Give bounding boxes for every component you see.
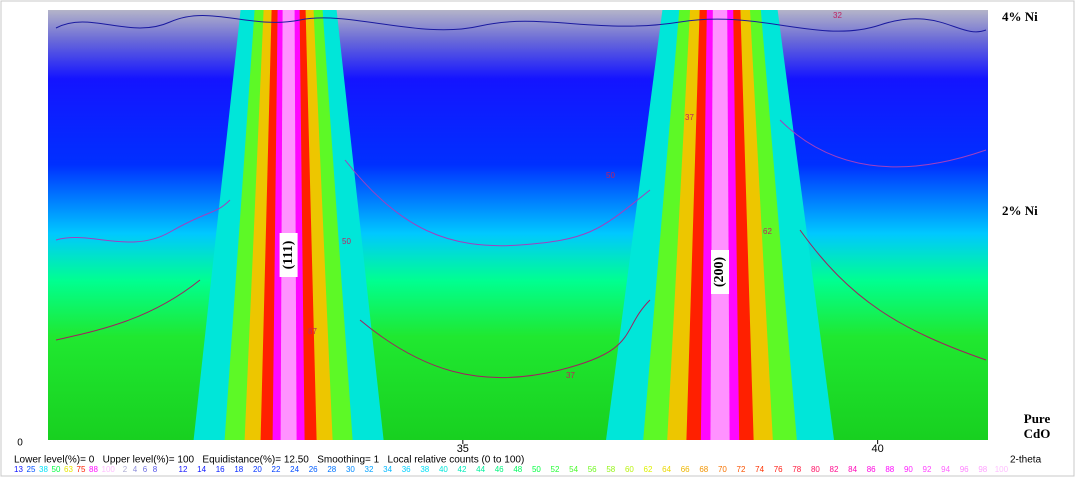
contour-level: 25 [27, 465, 36, 474]
scale-value: 24 [290, 465, 299, 474]
peak-label-box [711, 250, 730, 294]
scale-value: 40 [439, 465, 448, 474]
scale-value: 46 [495, 465, 504, 474]
scale-value: 36 [402, 465, 411, 474]
peak-band [710, 10, 730, 440]
scale-value: 74 [755, 465, 764, 474]
heatmap-background [48, 10, 988, 440]
scale-value: 18 [234, 465, 243, 474]
scale-value: 90 [904, 465, 913, 474]
scale-value: 52 [551, 465, 560, 474]
scale-value: 86 [867, 465, 876, 474]
row-label: 2% Ni [1002, 203, 1038, 218]
contour-level: 13 [14, 465, 23, 474]
scale-value: 32 [365, 465, 374, 474]
scale-value: 60 [625, 465, 634, 474]
contour-label: 87 [308, 327, 317, 336]
scale-value: 30 [346, 465, 355, 474]
peak-band [280, 10, 297, 440]
peak-label: (200) [712, 257, 727, 288]
scale-value: 4 [133, 465, 138, 474]
y-origin-label: 0 [17, 438, 23, 449]
scale-value: 68 [699, 465, 708, 474]
scale-value: 26 [309, 465, 318, 474]
scale-value: 8 [153, 465, 158, 474]
scale-value: 54 [569, 465, 578, 474]
scale-value: 82 [830, 465, 839, 474]
contour-level: 88 [89, 465, 98, 474]
contour-level: 75 [77, 465, 86, 474]
scale-value: 76 [774, 465, 783, 474]
scale-value: 98 [978, 465, 987, 474]
x-axis-label: 2-theta [1010, 455, 1042, 466]
scale-value: 50 [532, 465, 541, 474]
scale-value: 16 [216, 465, 225, 474]
scale-value: 14 [197, 465, 206, 474]
contour-level: 38 [39, 465, 48, 474]
row-label: 4% Ni [1002, 9, 1038, 24]
scale-value: 34 [383, 465, 392, 474]
x-tick-label: 40 [872, 443, 884, 455]
scale-value: 58 [606, 465, 615, 474]
scale-value: 42 [458, 465, 467, 474]
scale-value: 84 [848, 465, 857, 474]
contour-level: 50 [52, 465, 61, 474]
contour-label: 32 [833, 11, 842, 20]
scale-value: 28 [327, 465, 336, 474]
contour-line [55, 15, 987, 33]
scale-value: 72 [737, 465, 746, 474]
contour-label: 50 [342, 237, 351, 246]
scale-value: 64 [662, 465, 671, 474]
scale-value: 6 [143, 465, 148, 474]
scale-value: 48 [513, 465, 522, 474]
contour-level: 63 [64, 465, 73, 474]
contour-label: 37 [685, 113, 694, 122]
scale-value: 56 [588, 465, 597, 474]
peak-label: (111) [281, 240, 296, 269]
contour-label: 37 [566, 371, 575, 380]
scale-value: 62 [644, 465, 653, 474]
scale-value: 38 [420, 465, 429, 474]
x-tick-label: 35 [457, 443, 469, 455]
contour-level: 100 [102, 465, 116, 474]
scale-value: 2 [123, 465, 128, 474]
contour-line [779, 119, 987, 168]
contour-label: 50 [606, 171, 615, 180]
peak-label-box [279, 233, 298, 277]
scale-value: 44 [476, 465, 485, 474]
scale-value: 96 [960, 465, 969, 474]
settings-text: Lower level(%)= 0 Upper level(%)= 100 Eq… [14, 455, 524, 466]
contour-line [55, 199, 231, 243]
contour-line [344, 159, 651, 247]
scale-value: 88 [885, 465, 894, 474]
scale-value: 94 [941, 465, 950, 474]
contour-line [55, 229, 987, 379]
contour-label: 62 [763, 227, 772, 236]
scale-value: 92 [923, 465, 932, 474]
scale-value: 100 [995, 465, 1009, 474]
scale-value: 78 [792, 465, 801, 474]
scale-value: 20 [253, 465, 262, 474]
scale-value: 22 [272, 465, 281, 474]
scale-value: 80 [811, 465, 820, 474]
scale-value: 12 [179, 465, 188, 474]
scale-value: 66 [681, 465, 690, 474]
row-label: Pure CdO [1024, 411, 1051, 441]
scale-value: 70 [718, 465, 727, 474]
